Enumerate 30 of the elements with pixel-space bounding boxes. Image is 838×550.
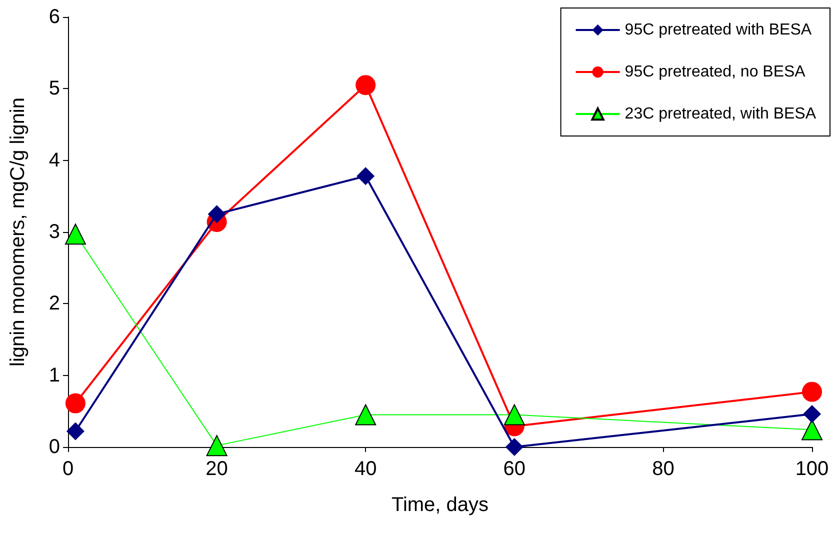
legend-label: 95C pretreated, no BESA xyxy=(624,64,806,80)
y-tick-label: 6 xyxy=(48,6,60,28)
x-tick-label: 100 xyxy=(795,458,829,480)
x-tick-label: 80 xyxy=(652,458,674,480)
point xyxy=(504,404,525,426)
y-tick-label: 5 xyxy=(48,78,60,100)
point xyxy=(64,224,86,245)
point xyxy=(208,205,226,224)
point xyxy=(356,75,376,96)
legend-label: 23C pretreated, with BESA xyxy=(624,106,816,122)
point xyxy=(505,438,524,456)
y-tick-label: 0 xyxy=(48,436,60,458)
point xyxy=(65,393,86,414)
point xyxy=(356,167,375,186)
y-tick-label: 4 xyxy=(48,149,60,172)
x-tick-label: 60 xyxy=(503,458,526,480)
y-tick-label: 2 xyxy=(48,292,60,315)
legend-label: 95C pretreated with BESA xyxy=(624,22,812,38)
x-tick-label: 40 xyxy=(354,458,377,480)
point xyxy=(803,405,821,424)
x-axis-title: Time, days xyxy=(391,494,489,516)
x-tick-label: 0 xyxy=(62,458,74,480)
y-tick-label: 3 xyxy=(48,221,60,243)
y-tick-label: 1 xyxy=(48,364,60,386)
point xyxy=(355,404,376,426)
x-tick-label: 20 xyxy=(206,458,228,480)
point xyxy=(206,435,228,456)
point xyxy=(802,382,822,402)
point xyxy=(66,422,84,440)
y-axis-title: lignin monomers, mgC/g lignin xyxy=(7,97,29,367)
